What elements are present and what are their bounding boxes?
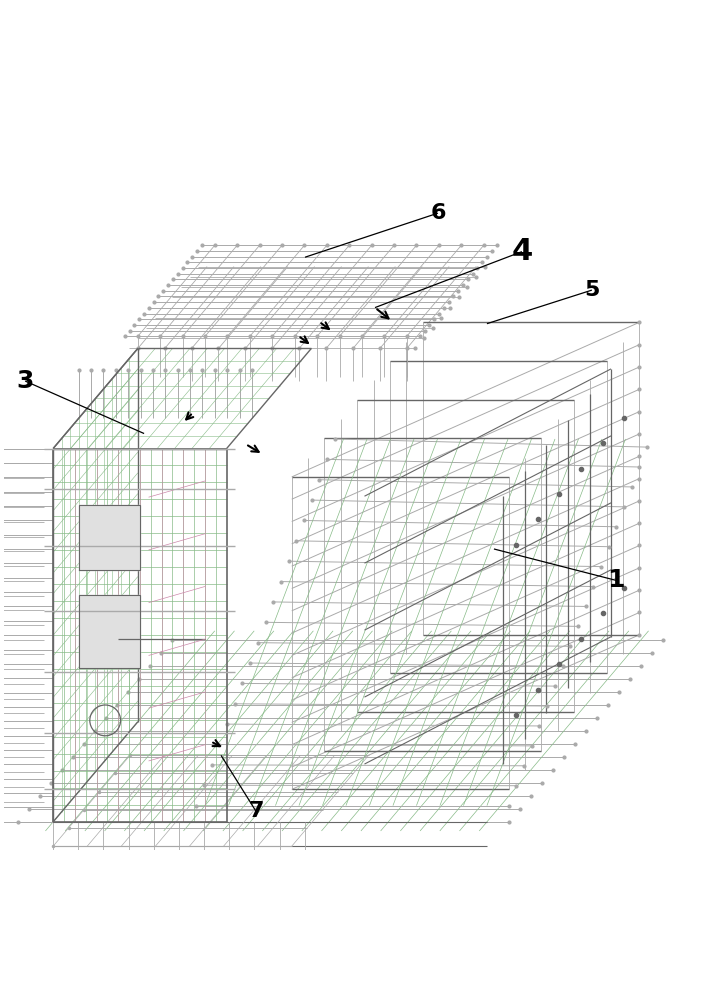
Polygon shape	[79, 505, 140, 570]
Text: 3: 3	[16, 369, 34, 393]
Text: 4: 4	[511, 237, 532, 266]
Polygon shape	[79, 595, 140, 668]
Text: 5: 5	[584, 280, 600, 300]
Text: 1: 1	[607, 568, 625, 592]
Text: 7: 7	[249, 801, 264, 821]
Text: 6: 6	[430, 203, 446, 223]
